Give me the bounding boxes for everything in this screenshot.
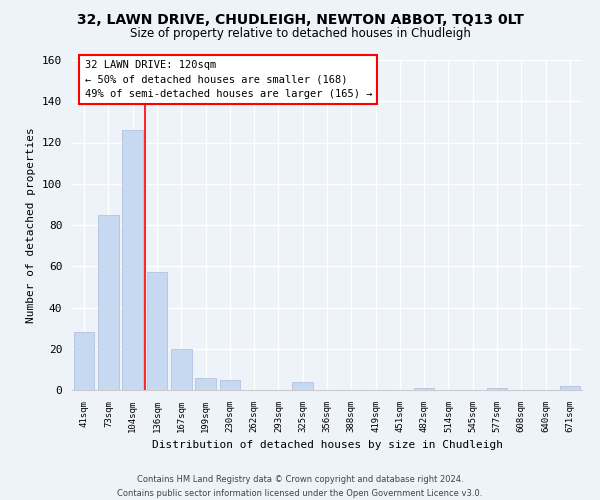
Bar [560, 386, 580, 390]
Text: Contains HM Land Registry data © Crown copyright and database right 2024.
Contai: Contains HM Land Registry data © Crown c… [118, 476, 482, 498]
Bar [487, 388, 508, 390]
Bar [146, 272, 167, 390]
Bar [171, 349, 191, 390]
Bar [195, 378, 216, 390]
Bar [98, 214, 119, 390]
Bar [122, 130, 143, 390]
Bar [220, 380, 240, 390]
Text: 32 LAWN DRIVE: 120sqm
← 50% of detached houses are smaller (168)
49% of semi-det: 32 LAWN DRIVE: 120sqm ← 50% of detached … [85, 60, 372, 99]
Bar [74, 332, 94, 390]
Bar [414, 388, 434, 390]
Bar [292, 382, 313, 390]
X-axis label: Distribution of detached houses by size in Chudleigh: Distribution of detached houses by size … [151, 440, 503, 450]
Y-axis label: Number of detached properties: Number of detached properties [26, 127, 37, 323]
Text: Size of property relative to detached houses in Chudleigh: Size of property relative to detached ho… [130, 28, 470, 40]
Text: 32, LAWN DRIVE, CHUDLEIGH, NEWTON ABBOT, TQ13 0LT: 32, LAWN DRIVE, CHUDLEIGH, NEWTON ABBOT,… [77, 12, 523, 26]
